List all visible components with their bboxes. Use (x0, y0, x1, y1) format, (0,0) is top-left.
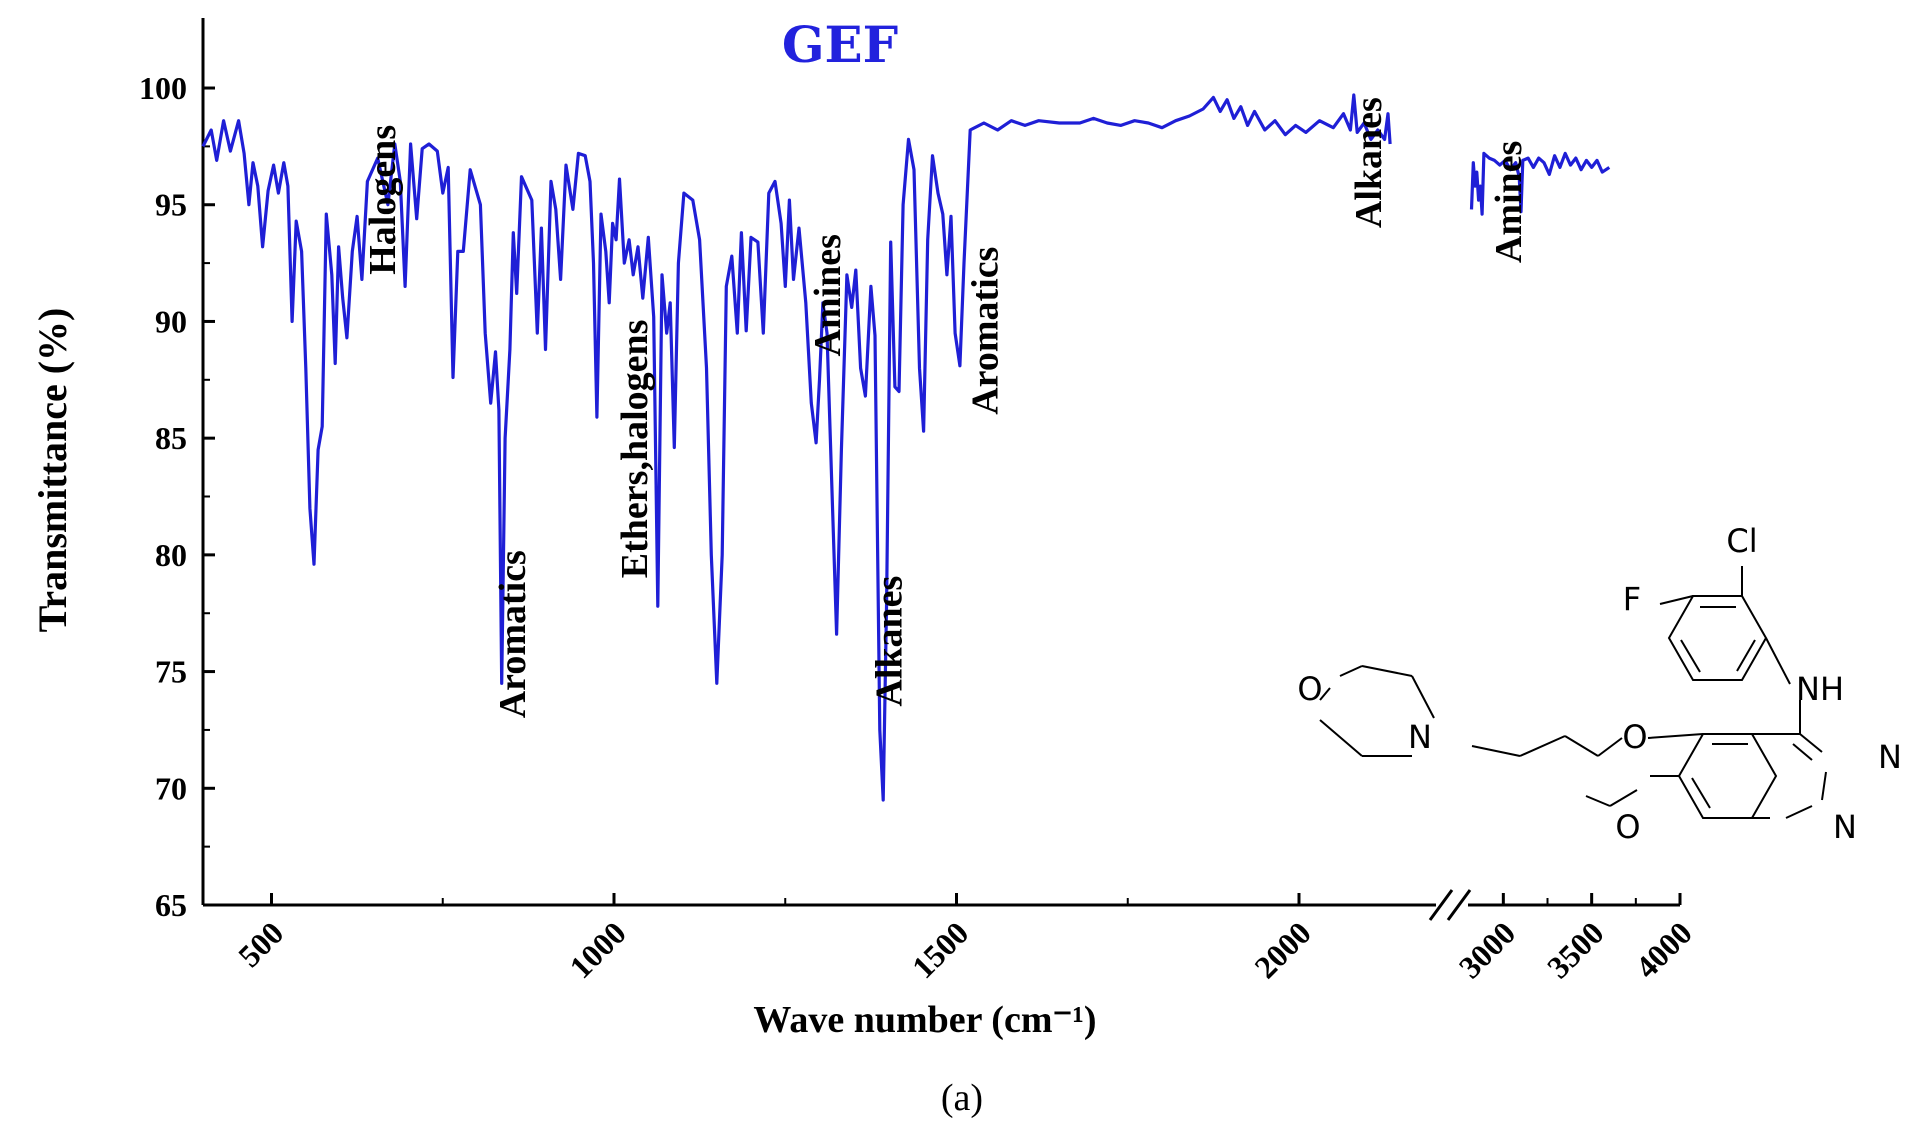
spectrum-segment-2 (1469, 151, 1611, 216)
molecule-bond-morph-1 (1339, 665, 1363, 677)
xtick-label-3500: 3500 (1540, 914, 1611, 985)
xtick-label-1000: 1000 (562, 914, 633, 985)
molecule-bond-chain-3 (1519, 735, 1566, 757)
molecule-bond-methoxy-2 (1609, 789, 1638, 807)
molecule-bond-pyr-4 (1785, 805, 1813, 819)
chart-title: GEF (782, 15, 898, 74)
molecule-bond-morph-3 (1411, 675, 1435, 719)
molecule-bond-f (1659, 595, 1694, 605)
molecule-benzo-ring (1677, 733, 1778, 819)
ytick-label-75: 75 (155, 654, 187, 690)
annotation-1: Aromatics (492, 550, 534, 718)
atom-n-pyr-2: N (1833, 808, 1857, 846)
molecule-bond-pyr-inner (1792, 743, 1813, 761)
spectrum-segment-1 (201, 93, 1392, 802)
ytick-label-85: 85 (155, 420, 187, 456)
molecule-bond-pyr-2 (1799, 733, 1823, 753)
ytick-label-90: 90 (155, 303, 187, 339)
atom-o-chain: O (1622, 718, 1647, 756)
molecule-bond-ring-inner-2 (1680, 639, 1701, 673)
ytick-label-95: 95 (155, 187, 187, 223)
panel-caption: (a) (941, 1077, 983, 1119)
xtick-label-2000: 2000 (1247, 914, 1318, 985)
molecule-bond-nh-ring (1765, 637, 1791, 685)
molecule-bond-ring-inner-3 (1736, 639, 1756, 672)
annotation-3: Amines (807, 234, 849, 356)
molecule-bond-chain-0 (1647, 733, 1704, 739)
axis-break-slash-1 (1428, 889, 1454, 921)
y-axis: 65 70 75 80 85 90 95 100 (139, 18, 215, 923)
y-axis-label: Transmittance (%) (30, 308, 75, 633)
atom-nh: NH (1796, 670, 1844, 708)
molecule-bond-chain-4 (1471, 745, 1521, 757)
annotation-6: Alkanes (1348, 97, 1390, 228)
ytick-label-70: 70 (155, 770, 187, 806)
molecule-bond-chain-1 (1597, 737, 1623, 757)
molecule-structure (1319, 566, 1827, 819)
ytick-label-80: 80 (155, 537, 187, 573)
annotation-2: Ethers,halogens (614, 320, 656, 579)
molecule-aniline-ring (1667, 595, 1768, 681)
molecule-bond-chain-2 (1564, 735, 1599, 757)
ytick-label-100: 100 (139, 70, 187, 106)
atom-cl: Cl (1726, 522, 1757, 560)
xtick-label-500: 500 (231, 914, 290, 973)
annotation-4: Alkanes (869, 576, 911, 707)
xtick-label-1500: 1500 (905, 914, 976, 985)
atom-o-methoxy: O (1615, 808, 1640, 846)
x-axis-label: Wave number (cm⁻¹) (753, 999, 1096, 1041)
atom-f: F (1623, 580, 1641, 618)
molecule-atom-labels: Cl F NH O N O N N O (1297, 522, 1902, 846)
annotation-0: Halogens (362, 125, 404, 275)
molecule-bond-morph-2 (1361, 665, 1413, 677)
atom-o-morpholine: O (1297, 670, 1322, 708)
peak-annotations: Halogens Aromatics Ethers,halogens Amines Al… (362, 97, 1530, 718)
molecule-bond-benzo-inner-2 (1691, 777, 1711, 809)
ytick-label-65: 65 (155, 887, 187, 923)
molecule-bond-morph-6 (1319, 687, 1331, 701)
spectrum-lines (201, 93, 1611, 802)
axis-break-mark (1428, 889, 1472, 921)
annotation-5: Aromatics (965, 247, 1007, 415)
x-axis: 500 1000 1500 2000 3000 3500 4000 (203, 889, 1699, 985)
molecule-bond-methoxy-3 (1585, 795, 1611, 807)
atom-n-pyr-1: N (1878, 738, 1902, 776)
atom-n-morpholine: N (1408, 718, 1432, 756)
annotation-7: Amines (1488, 141, 1530, 263)
molecule-bond-morph-5 (1319, 719, 1363, 757)
xtick-label-4000: 4000 (1628, 914, 1699, 985)
molecule-bond-pyr-3 (1821, 771, 1827, 801)
axis-break-slash-2 (1446, 889, 1472, 921)
xtick-label-3000: 3000 (1452, 914, 1523, 985)
